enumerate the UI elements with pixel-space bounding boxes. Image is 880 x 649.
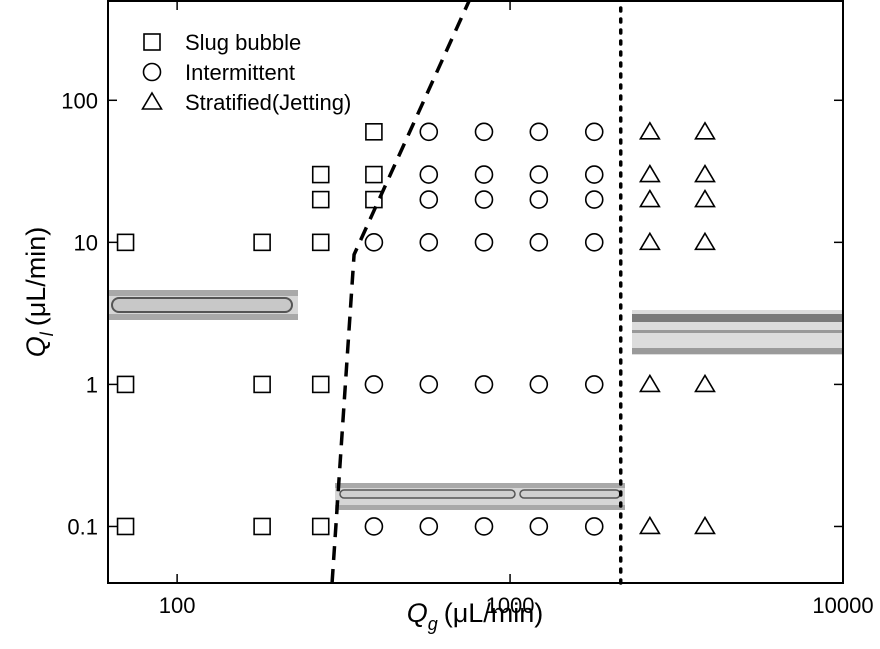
data-point [529, 165, 549, 184]
x-tick-label: 10000 [812, 593, 873, 618]
data-point [364, 375, 384, 394]
data-point [694, 121, 716, 140]
data-point [584, 165, 604, 184]
data-point [474, 190, 494, 209]
data-point [419, 190, 439, 209]
data-point [474, 375, 494, 394]
data-point [419, 375, 439, 394]
y-axis-label: Ql(μL/min) [21, 227, 57, 358]
data-point [311, 190, 330, 209]
legend-marker [143, 33, 161, 51]
data-point [638, 373, 661, 393]
y-tick-label: 0.1 [67, 514, 98, 539]
data-point [365, 123, 383, 141]
legend-label: Slug bubble [185, 30, 301, 55]
legend-marker [142, 62, 162, 82]
data-point [694, 231, 716, 251]
data-point [638, 189, 661, 208]
data-point [638, 515, 661, 535]
data-point [364, 233, 384, 252]
data-point [638, 164, 661, 183]
data-point [529, 122, 549, 142]
data-point [638, 231, 661, 251]
data-point [311, 375, 330, 394]
data-point [694, 189, 716, 208]
legend-label: Intermittent [185, 60, 295, 85]
data-point [474, 517, 494, 536]
data-point [694, 164, 716, 183]
data-point [419, 233, 439, 252]
plot-frame [107, 0, 844, 584]
data-point [419, 122, 439, 142]
data-point [529, 375, 549, 394]
x-tick-label: 100 [159, 593, 196, 618]
data-point [311, 233, 330, 252]
y-tick-label: 10 [74, 230, 98, 255]
data-point [529, 190, 549, 209]
y-tick-label: 100 [61, 88, 98, 113]
data-point [474, 122, 494, 142]
data-point [253, 375, 271, 394]
data-point [638, 121, 661, 140]
inset-intermittent [335, 483, 625, 510]
data-point [584, 375, 604, 394]
data-point [584, 122, 604, 142]
data-point [584, 233, 604, 252]
data-point [584, 517, 604, 536]
boundary-line [330, 0, 471, 584]
data-point [365, 165, 383, 184]
data-point [365, 190, 383, 209]
x-tick-label: 1000 [486, 593, 535, 618]
inset-slug [108, 290, 298, 320]
data-point [253, 233, 271, 252]
data-point [529, 517, 549, 536]
data-point [474, 165, 494, 184]
legend-label: Stratified(Jetting) [185, 90, 351, 115]
x-axis-label: Qg (μL/min) [407, 598, 544, 634]
data-point [694, 373, 716, 393]
data-point [529, 233, 549, 252]
y-tick-label: 1 [86, 372, 98, 397]
data-point [474, 233, 494, 252]
data-point [419, 165, 439, 184]
data-point [253, 517, 271, 536]
data-point [116, 517, 135, 536]
data-point [311, 517, 330, 536]
data-point [694, 515, 716, 535]
data-point [311, 165, 330, 184]
inset-stratified [632, 310, 843, 355]
legend-marker [141, 91, 163, 110]
data-point [116, 375, 135, 394]
data-point [364, 517, 384, 536]
data-point [116, 233, 135, 252]
data-point [419, 517, 439, 536]
data-point [584, 190, 604, 209]
